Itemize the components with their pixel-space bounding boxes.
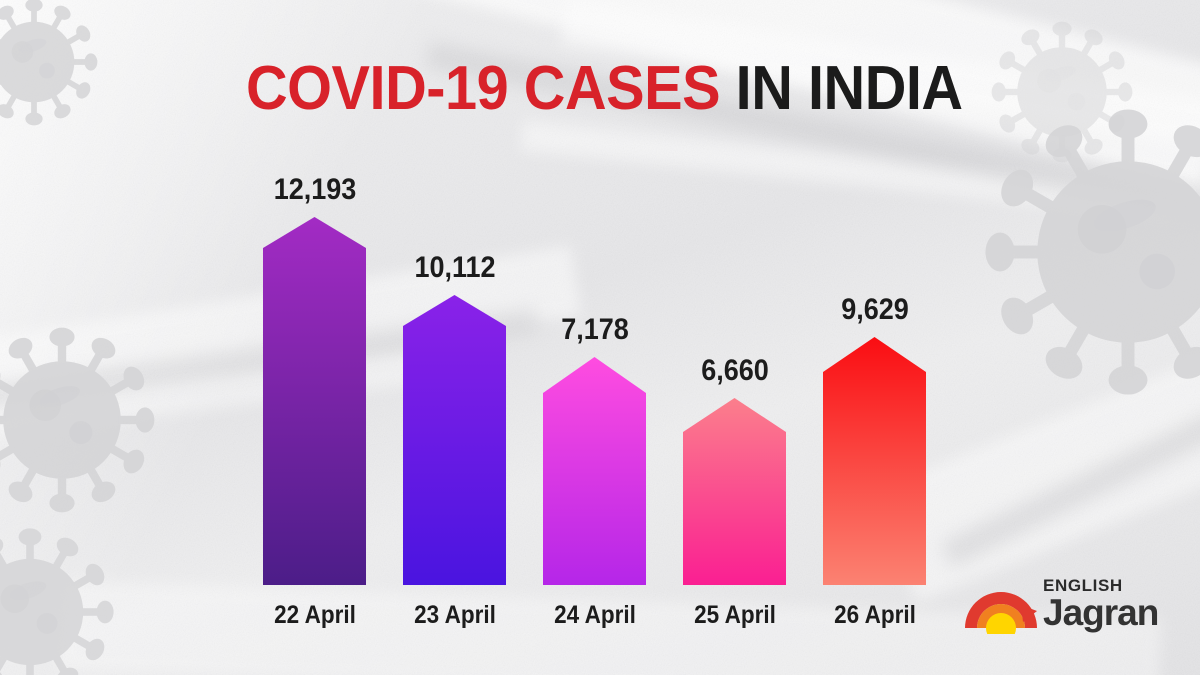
bar-3[interactable] — [543, 357, 646, 590]
bar-category-label: 24 April — [553, 601, 636, 629]
bar-category-label: 26 April — [833, 601, 916, 629]
bar-1[interactable] — [263, 217, 366, 590]
bar-shape — [403, 295, 506, 585]
bar-value-label: 6,660 — [700, 354, 769, 387]
title-highlight: COVID-19 CASES — [246, 54, 721, 123]
bar-column: 6,660 25 April — [683, 0, 786, 675]
title-rest: IN INDIA — [720, 54, 963, 123]
bar-column: 10,112 23 April — [403, 0, 506, 675]
bar-shape — [823, 337, 926, 585]
bar-column: 9,629 26 April — [823, 0, 926, 675]
bar-value-label: 7,178 — [560, 313, 629, 346]
bar-column: 7,178 24 April — [543, 0, 646, 675]
bar-category-label: 23 April — [413, 601, 496, 629]
bar-shape — [683, 398, 786, 585]
bar-5[interactable] — [823, 337, 926, 590]
bar-value-label: 9,629 — [840, 293, 909, 326]
sunrise-icon — [963, 578, 1039, 643]
bar-value-label: 10,112 — [413, 251, 496, 284]
brand-top-label: ENGLISH — [1043, 576, 1123, 595]
bar-shape — [263, 217, 366, 585]
bar-column: 12,193 22 April — [263, 0, 366, 675]
bar-2[interactable] — [403, 295, 506, 590]
brand-logo[interactable]: ENGLISH Jagran — [963, 576, 1188, 646]
page-title: COVID-19 CASES IN INDIA — [246, 58, 963, 120]
bar-category-label: 22 April — [273, 601, 356, 629]
brand-main-label: Jagran — [1043, 592, 1159, 633]
brand-wordmark: ENGLISH Jagran — [1043, 576, 1159, 633]
bar-value-label: 12,193 — [273, 173, 356, 206]
bar-category-label: 25 April — [693, 601, 776, 629]
bar-shape — [543, 357, 646, 585]
bar-4[interactable] — [683, 398, 786, 590]
